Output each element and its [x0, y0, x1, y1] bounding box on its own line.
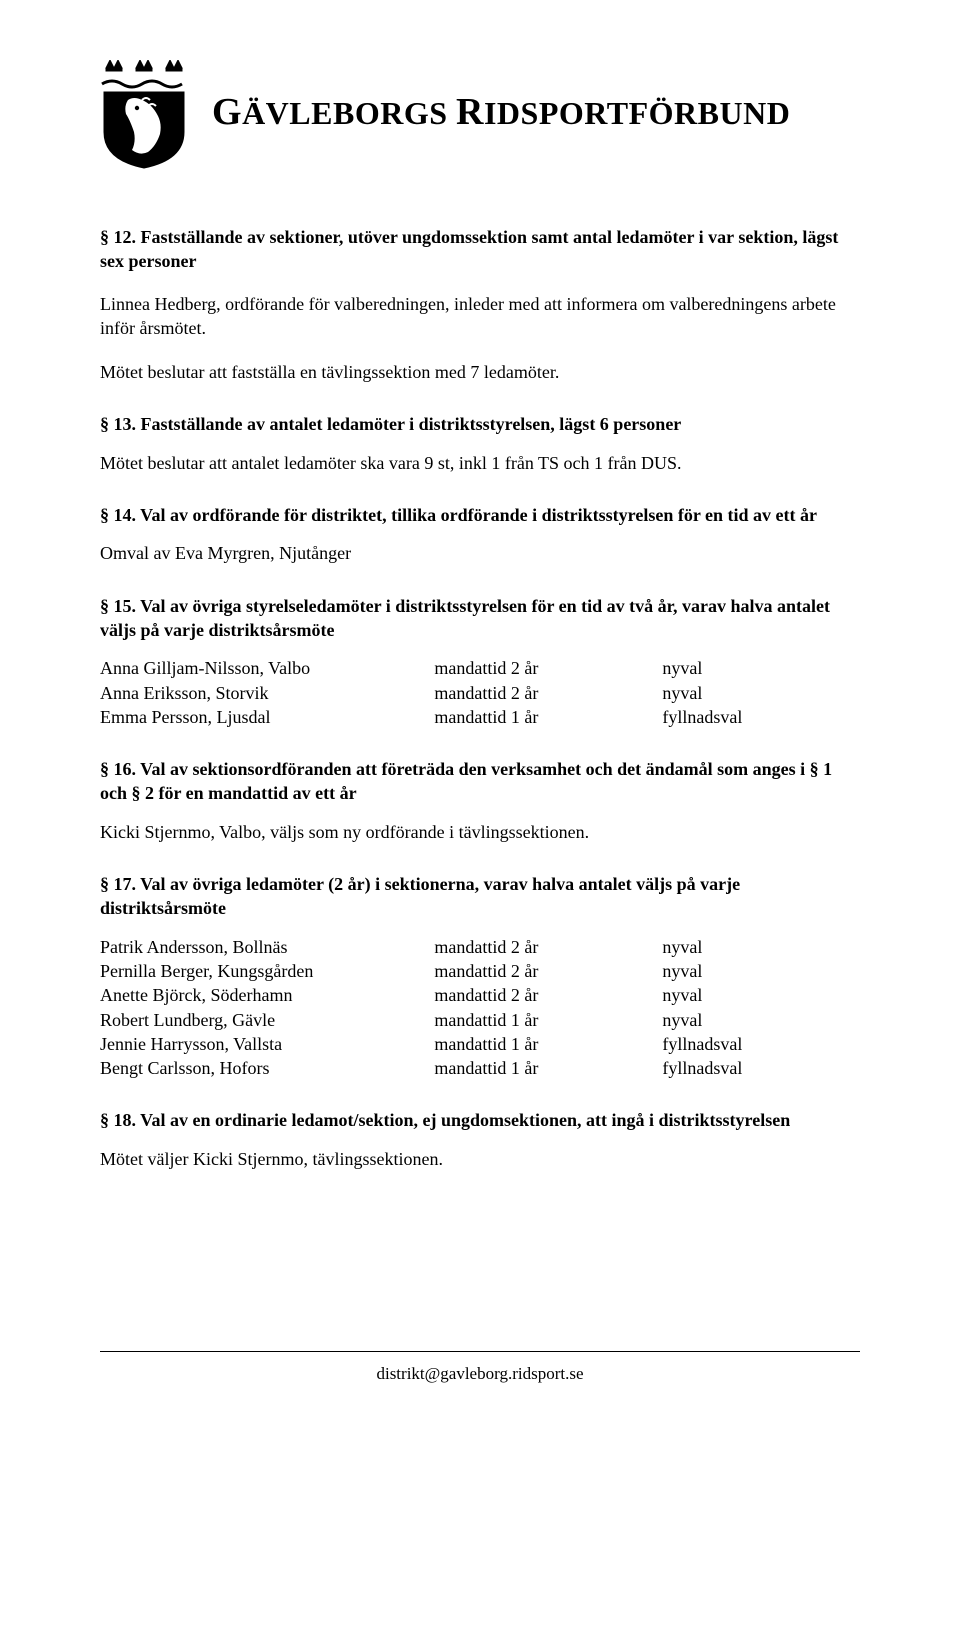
section-15-heading: § 15. Val av övriga styrelseledamöter i …	[100, 594, 860, 643]
table-row: Patrik Andersson, Bollnäs mandattid 2 år…	[100, 935, 860, 959]
section-18-p1: Mötet väljer Kicki Stjernmo, tävlingssek…	[100, 1147, 860, 1171]
cell-term: mandattid 2 år	[434, 983, 662, 1007]
table-row: Anna Gilljam-Nilsson, Valbo mandattid 2 …	[100, 656, 860, 680]
table-row: Robert Lundberg, Gävle mandattid 1 år ny…	[100, 1008, 860, 1032]
title-rest-1: ÄVLEBORGS	[242, 95, 447, 131]
cell-term: mandattid 1 år	[434, 705, 662, 729]
section-13-p1: Mötet beslutar att antalet ledamöter ska…	[100, 451, 860, 475]
cell-status: fyllnadsval	[662, 1032, 860, 1056]
cell-term: mandattid 1 år	[434, 1032, 662, 1056]
cell-name: Pernilla Berger, Kungsgården	[100, 959, 434, 983]
section-12-heading: § 12. Fastställande av sektioner, utöver…	[100, 225, 860, 274]
footer: distrikt@gavleborg.ridsport.se	[100, 1351, 860, 1384]
cell-name: Anette Björck, Söderhamn	[100, 983, 434, 1007]
cell-term: mandattid 2 år	[434, 656, 662, 680]
section-14: § 14. Val av ordförande för distriktet, …	[100, 503, 860, 566]
shield-horse-icon	[100, 60, 188, 170]
footer-email: distrikt@gavleborg.ridsport.se	[376, 1364, 583, 1383]
section-17: § 17. Val av övriga ledamöter (2 år) i s…	[100, 872, 860, 1080]
table-row: Jennie Harrysson, Vallsta mandattid 1 år…	[100, 1032, 860, 1056]
cell-name: Emma Persson, Ljusdal	[100, 705, 434, 729]
cell-name: Anna Eriksson, Storvik	[100, 681, 434, 705]
cell-status: nyval	[662, 1008, 860, 1032]
cell-name: Jennie Harrysson, Vallsta	[100, 1032, 434, 1056]
section-16-p1: Kicki Stjernmo, Valbo, väljs som ny ordf…	[100, 820, 860, 844]
section-13: § 13. Fastställande av antalet ledamöter…	[100, 412, 860, 475]
org-title: GÄVLEBORGS RIDSPORTFÖRBUND	[212, 60, 860, 134]
cell-term: mandattid 2 år	[434, 959, 662, 983]
page: GÄVLEBORGS RIDSPORTFÖRBUND § 12. Faststä…	[0, 0, 960, 1424]
section-17-table: Patrik Andersson, Bollnäs mandattid 2 år…	[100, 935, 860, 1081]
section-13-heading: § 13. Fastställande av antalet ledamöter…	[100, 412, 860, 436]
cell-status: nyval	[662, 959, 860, 983]
section-12: § 12. Fastställande av sektioner, utöver…	[100, 225, 860, 384]
page-header: GÄVLEBORGS RIDSPORTFÖRBUND	[100, 60, 860, 175]
cell-status: fyllnadsval	[662, 705, 860, 729]
cell-status: fyllnadsval	[662, 1056, 860, 1080]
cell-status: nyval	[662, 935, 860, 959]
logo	[100, 60, 188, 175]
section-18-heading: § 18. Val av en ordinarie ledamot/sektio…	[100, 1108, 860, 1132]
section-15-table: Anna Gilljam-Nilsson, Valbo mandattid 2 …	[100, 656, 860, 729]
cell-status: nyval	[662, 681, 860, 705]
cell-name: Robert Lundberg, Gävle	[100, 1008, 434, 1032]
cell-status: nyval	[662, 983, 860, 1007]
table-row: Anette Björck, Söderhamn mandattid 2 år …	[100, 983, 860, 1007]
title-cap-2: R	[456, 91, 484, 133]
table-row: Pernilla Berger, Kungsgården mandattid 2…	[100, 959, 860, 983]
title-cap-1: G	[212, 91, 242, 133]
table-row: Bengt Carlsson, Hofors mandattid 1 år fy…	[100, 1056, 860, 1080]
section-16: § 16. Val av sektionsordföranden att för…	[100, 757, 860, 844]
section-15: § 15. Val av övriga styrelseledamöter i …	[100, 594, 860, 729]
section-14-p1: Omval av Eva Myrgren, Njutånger	[100, 541, 860, 565]
cell-name: Bengt Carlsson, Hofors	[100, 1056, 434, 1080]
section-16-heading: § 16. Val av sektionsordföranden att för…	[100, 757, 860, 806]
section-17-heading: § 17. Val av övriga ledamöter (2 år) i s…	[100, 872, 860, 921]
cell-term: mandattid 2 år	[434, 935, 662, 959]
section-14-heading: § 14. Val av ordförande för distriktet, …	[100, 503, 860, 527]
cell-status: nyval	[662, 656, 860, 680]
section-18: § 18. Val av en ordinarie ledamot/sektio…	[100, 1108, 860, 1171]
cell-term: mandattid 1 år	[434, 1008, 662, 1032]
section-12-p2: Mötet beslutar att fastställa en tävling…	[100, 360, 860, 384]
table-row: Anna Eriksson, Storvik mandattid 2 år ny…	[100, 681, 860, 705]
section-12-p1: Linnea Hedberg, ordförande för valberedn…	[100, 292, 860, 341]
table-row: Emma Persson, Ljusdal mandattid 1 år fyl…	[100, 705, 860, 729]
title-rest-2: IDSPORTFÖRBUND	[484, 95, 790, 131]
cell-name: Anna Gilljam-Nilsson, Valbo	[100, 656, 434, 680]
cell-term: mandattid 1 år	[434, 1056, 662, 1080]
cell-term: mandattid 2 år	[434, 681, 662, 705]
cell-name: Patrik Andersson, Bollnäs	[100, 935, 434, 959]
